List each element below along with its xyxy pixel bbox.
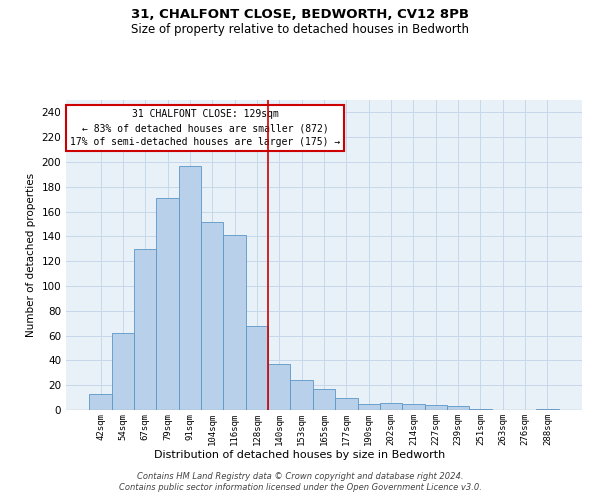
Bar — [268, 364, 290, 410]
Bar — [157, 198, 179, 410]
Bar — [246, 326, 268, 410]
Bar — [223, 235, 246, 410]
Bar — [290, 380, 313, 410]
Text: Contains HM Land Registry data © Crown copyright and database right 2024.
Contai: Contains HM Land Registry data © Crown c… — [119, 472, 481, 492]
Text: 31 CHALFONT CLOSE: 129sqm
← 83% of detached houses are smaller (872)
17% of semi: 31 CHALFONT CLOSE: 129sqm ← 83% of detac… — [70, 110, 340, 148]
Bar — [335, 398, 358, 410]
Bar — [469, 409, 491, 410]
Y-axis label: Number of detached properties: Number of detached properties — [26, 173, 36, 337]
Bar — [112, 333, 134, 410]
Bar — [201, 222, 223, 410]
Text: Size of property relative to detached houses in Bedworth: Size of property relative to detached ho… — [131, 22, 469, 36]
Bar — [134, 249, 157, 410]
Bar — [380, 402, 402, 410]
Bar — [179, 166, 201, 410]
Bar — [536, 409, 559, 410]
Text: Distribution of detached houses by size in Bedworth: Distribution of detached houses by size … — [154, 450, 446, 460]
Bar — [89, 394, 112, 410]
Bar — [425, 405, 447, 410]
Bar — [313, 389, 335, 410]
Text: 31, CHALFONT CLOSE, BEDWORTH, CV12 8PB: 31, CHALFONT CLOSE, BEDWORTH, CV12 8PB — [131, 8, 469, 20]
Bar — [402, 404, 425, 410]
Bar — [358, 404, 380, 410]
Bar — [447, 406, 469, 410]
